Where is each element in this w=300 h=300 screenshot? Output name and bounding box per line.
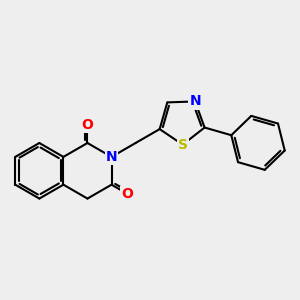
Text: O: O bbox=[82, 118, 93, 132]
Text: O: O bbox=[121, 187, 133, 201]
Text: N: N bbox=[106, 150, 117, 164]
Text: S: S bbox=[178, 138, 188, 152]
Text: N: N bbox=[189, 94, 201, 108]
